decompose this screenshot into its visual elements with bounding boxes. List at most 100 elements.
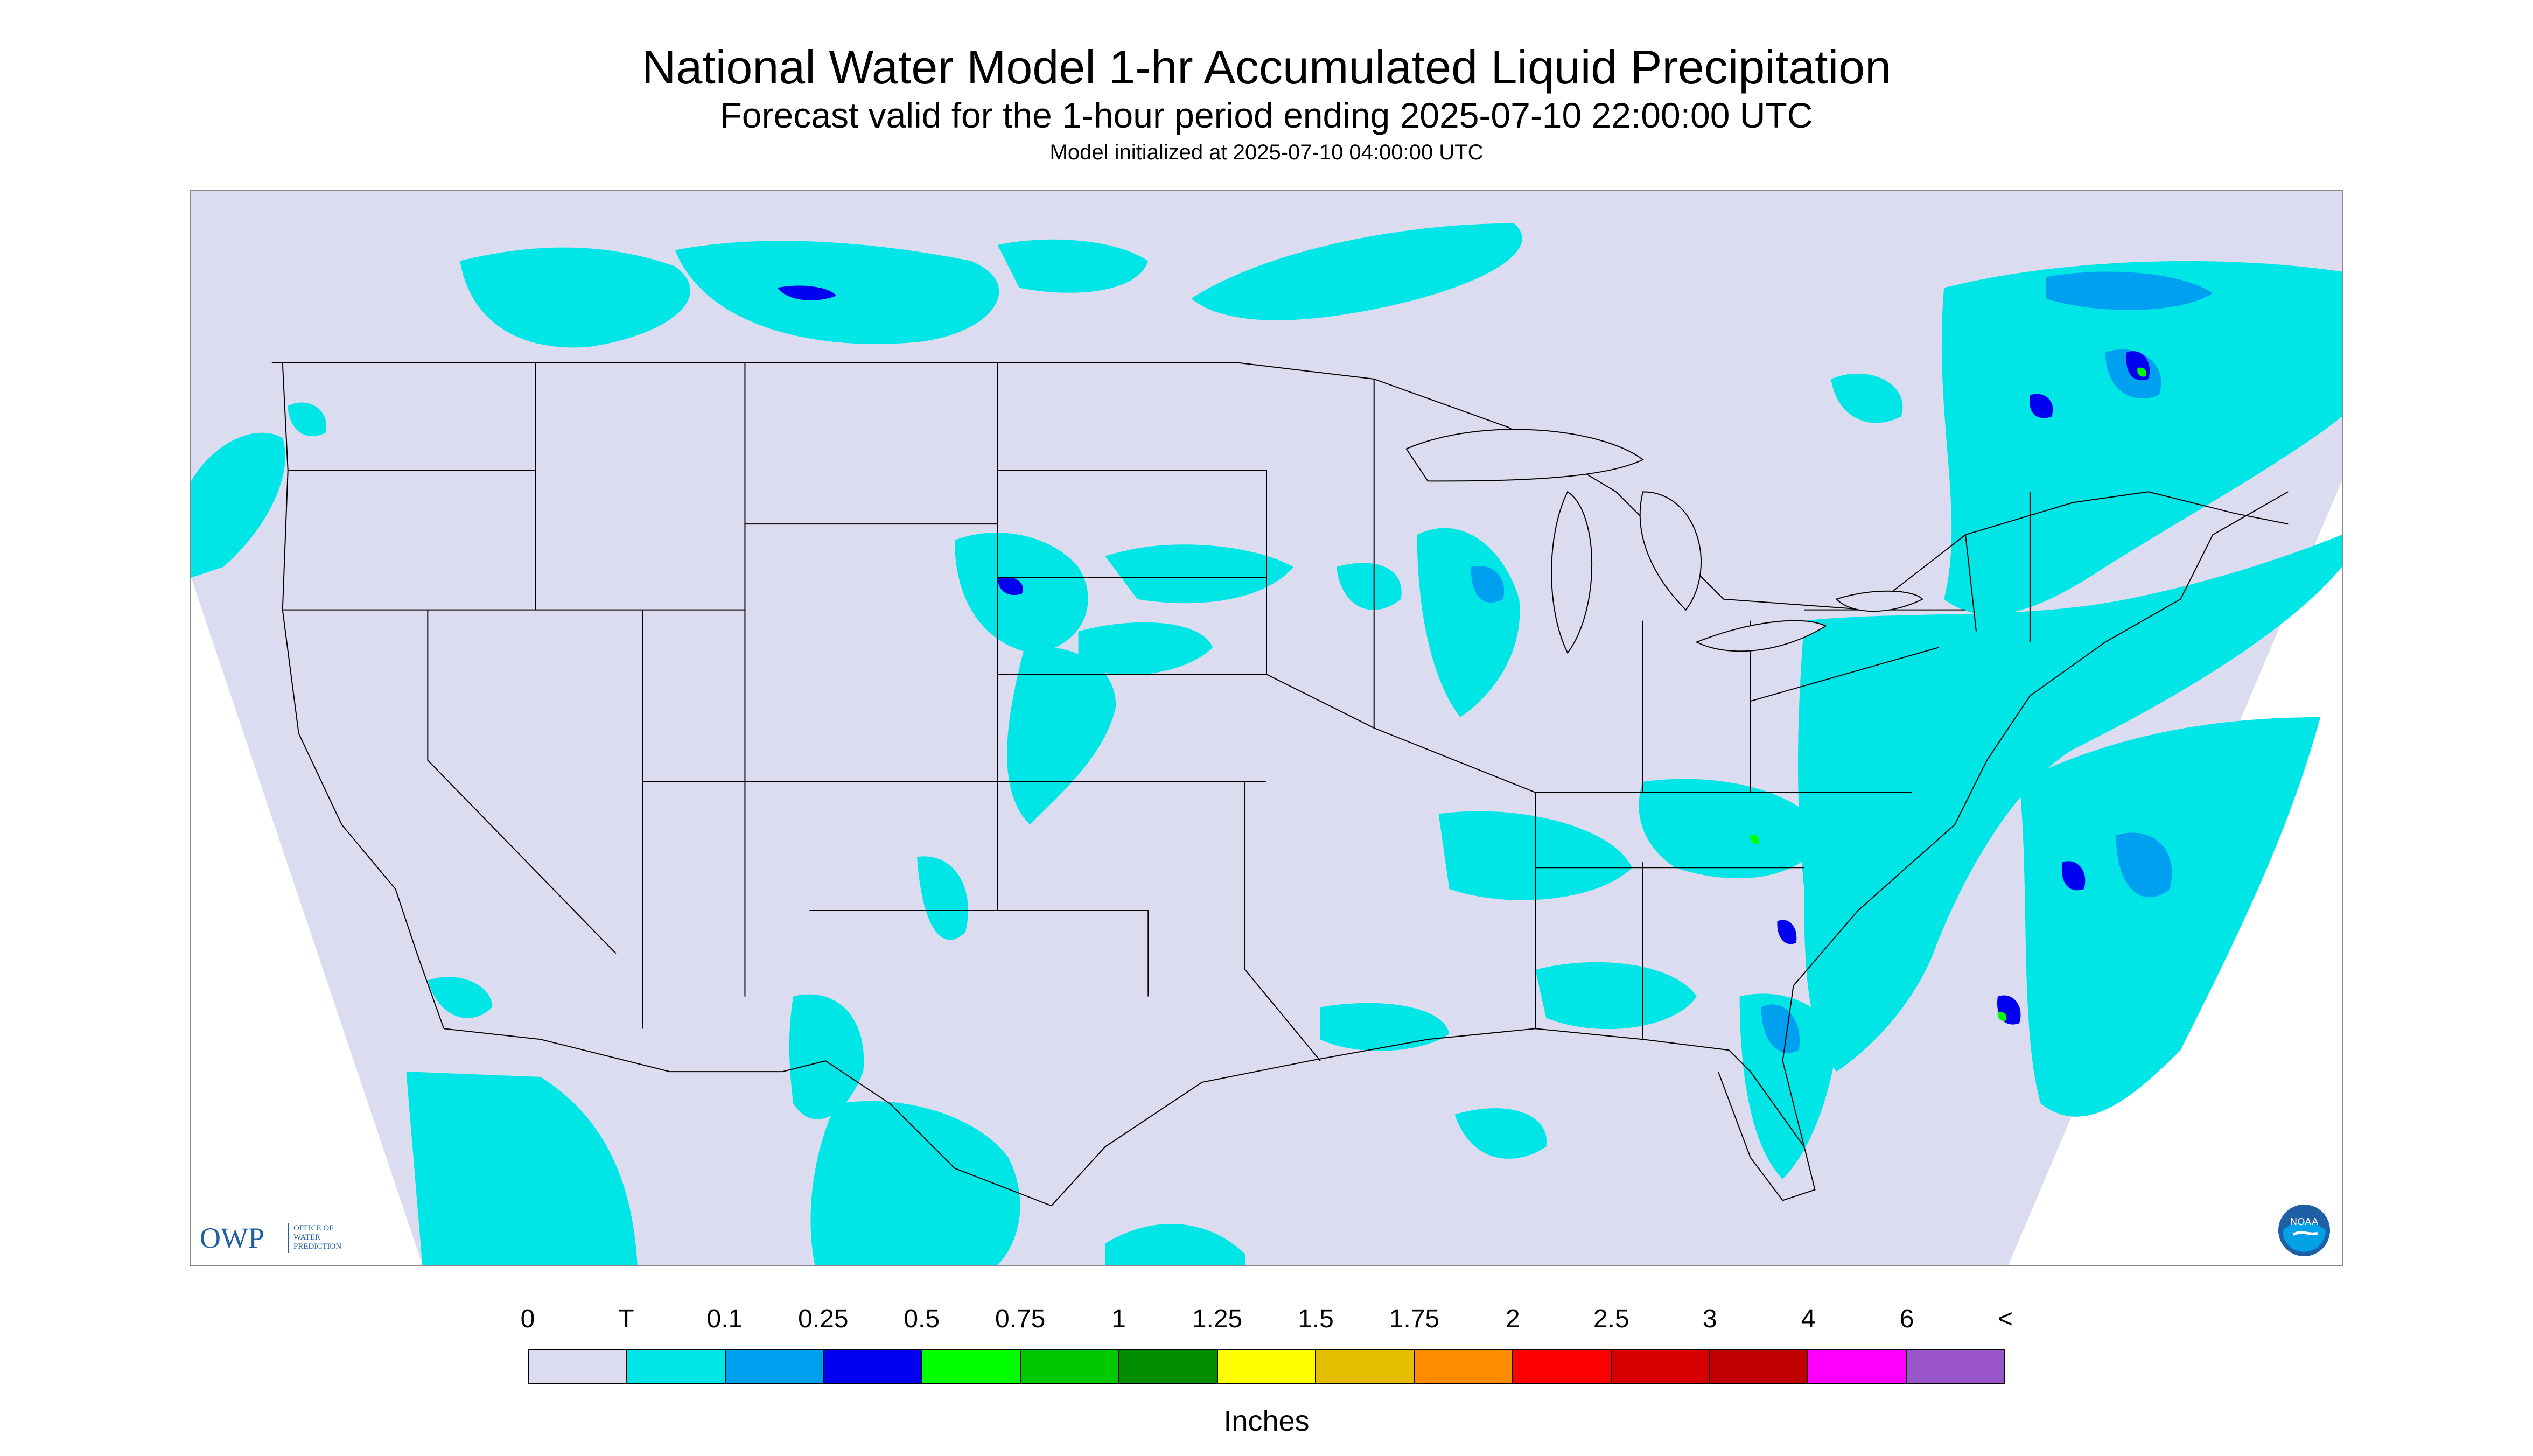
legend-swatch xyxy=(1611,1350,1710,1383)
precip-area xyxy=(2061,861,2086,891)
great-lakes xyxy=(1405,429,1923,654)
precip-area xyxy=(675,241,999,344)
precip-area xyxy=(1797,535,2342,1072)
precip-area xyxy=(2029,394,2053,418)
precip-area xyxy=(997,239,1149,293)
precip-area xyxy=(288,402,327,436)
precip-area xyxy=(1454,1108,1547,1159)
precip-trace-areas xyxy=(191,223,2342,1265)
noaa-logo-icon[interactable]: NOAA xyxy=(2277,1203,2331,1257)
legend-swatch xyxy=(1316,1350,1415,1383)
precip-area xyxy=(1320,1003,1450,1051)
legend-tick-label: 2.5 xyxy=(1593,1305,1629,1333)
legend-swatch xyxy=(824,1350,923,1383)
legend-swatch xyxy=(725,1350,824,1383)
coastline xyxy=(282,362,445,1029)
state-line xyxy=(1965,534,1977,632)
legend-color-bar xyxy=(528,1349,2005,1384)
legend-tick-label: 3 xyxy=(1702,1305,1717,1333)
precip-area xyxy=(406,1072,638,1265)
precip-area xyxy=(997,576,1023,596)
precip-area xyxy=(1471,565,1505,603)
forecast-valid-subtitle: Forecast valid for the 1-hour period end… xyxy=(720,95,1813,135)
precipitation-map[interactable]: OWP OFFICE OF WATER PREDICTION NOAA xyxy=(190,190,2343,1266)
legend-tick-label: 0.75 xyxy=(995,1305,1046,1333)
legend-tick-label: 1.25 xyxy=(1192,1305,1243,1333)
map-title: National Water Model 1-hr Accumulated Li… xyxy=(641,40,1892,94)
state-line xyxy=(1750,647,1939,702)
precip-area xyxy=(2137,367,2146,377)
state-line xyxy=(1244,781,1321,1061)
precip-area xyxy=(2116,832,2172,898)
precip-area xyxy=(1941,261,2342,615)
owp-logo[interactable]: OWP OFFICE OF WATER PREDICTION xyxy=(200,1216,377,1259)
state-line xyxy=(427,610,617,954)
precip-area xyxy=(191,432,285,578)
precip-area xyxy=(1761,1004,1800,1053)
model-init-text: Model initialized at 2025-07-10 04:00:00… xyxy=(1049,141,1484,164)
legend-tick-label: 0 xyxy=(520,1305,535,1333)
state-borders xyxy=(271,362,2289,1207)
precip-area xyxy=(1831,373,1903,423)
legend-tick-label: 0.5 xyxy=(904,1305,940,1333)
legend-tick-label: 0.1 xyxy=(706,1305,743,1333)
precip-area xyxy=(916,856,968,940)
noaa-logo-text: NOAA xyxy=(2290,1216,2319,1228)
legend-swatch xyxy=(1710,1350,1809,1383)
owp-logo-subtext: OFFICE OF WATER PREDICTION xyxy=(293,1224,342,1251)
legend-tick-label: 1.75 xyxy=(1389,1305,1440,1333)
precip-area xyxy=(2019,717,2321,1117)
precip-area xyxy=(1535,962,1697,1030)
owp-logo-text: OWP xyxy=(200,1222,264,1254)
lake-erie xyxy=(1695,620,1827,652)
precip-area xyxy=(777,285,837,300)
precip-area xyxy=(789,994,864,1119)
legend-swatch xyxy=(1513,1350,1612,1383)
legend-units-label: Inches xyxy=(1223,1405,1310,1437)
legend-tick-label: 6 xyxy=(1899,1305,1914,1333)
legend-swatch xyxy=(1808,1350,1907,1383)
precip-moderate-areas xyxy=(777,285,2150,1025)
legend-swatch xyxy=(627,1350,726,1383)
legend-tick-label: 4 xyxy=(1801,1305,1816,1333)
precip-area xyxy=(1777,920,1797,944)
legend-tick-label: T xyxy=(618,1305,634,1333)
coastline xyxy=(1051,1028,1816,1207)
lake-huron xyxy=(1639,491,1702,611)
legend-swatch xyxy=(1415,1350,1513,1383)
legend-swatch xyxy=(1119,1350,1218,1383)
precip-area xyxy=(1191,223,1522,320)
state-line xyxy=(997,470,1267,675)
precip-area xyxy=(1639,779,1826,879)
border-line xyxy=(444,1028,1052,1207)
precip-area xyxy=(1105,1224,1245,1265)
legend-tick-label: 2 xyxy=(1505,1305,1520,1333)
legend-swatch xyxy=(1217,1350,1317,1383)
precip-area xyxy=(1105,544,1293,604)
legend-swatch xyxy=(1907,1350,2004,1383)
lake-michigan xyxy=(1551,491,1592,654)
lake-ontario xyxy=(1835,590,1923,612)
precip-area xyxy=(2046,271,2213,310)
legend-tick-label: < xyxy=(1997,1305,2013,1333)
precip-area xyxy=(1336,563,1402,610)
precip-area xyxy=(428,977,493,1018)
legend-swatch xyxy=(922,1350,1021,1383)
precip-area xyxy=(1750,835,1759,844)
border-line xyxy=(271,362,2289,611)
map-canvas xyxy=(191,191,2342,1265)
model-domain xyxy=(191,191,2342,1265)
lake-superior xyxy=(1405,429,1644,482)
precip-heavy-areas xyxy=(1750,367,2146,1021)
legend-tick-label: 1 xyxy=(1111,1305,1126,1333)
legend-tick-label: 0.25 xyxy=(798,1305,849,1333)
legend-tick-labels: 0 T 0.1 0.25 0.5 0.75 1 1.25 1.5 1.75 2 2.5 3 4 6 < xyxy=(521,1303,2013,1341)
precip-area xyxy=(460,247,691,348)
precip-area xyxy=(1007,646,1116,825)
legend-swatch xyxy=(1020,1350,1119,1383)
precip-area xyxy=(1739,993,1837,1179)
coastline xyxy=(1782,491,2289,1147)
legend-swatch xyxy=(529,1350,627,1383)
precip-area xyxy=(1997,1012,2007,1021)
